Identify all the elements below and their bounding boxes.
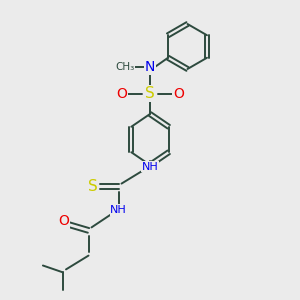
Text: CH₃: CH₃ — [115, 61, 134, 72]
Text: NH: NH — [142, 161, 158, 172]
Text: O: O — [173, 87, 184, 100]
Text: S: S — [145, 86, 155, 101]
Text: O: O — [116, 87, 127, 100]
Text: N: N — [145, 60, 155, 74]
Text: NH: NH — [110, 205, 127, 215]
Text: S: S — [88, 179, 98, 194]
Text: O: O — [58, 214, 69, 228]
